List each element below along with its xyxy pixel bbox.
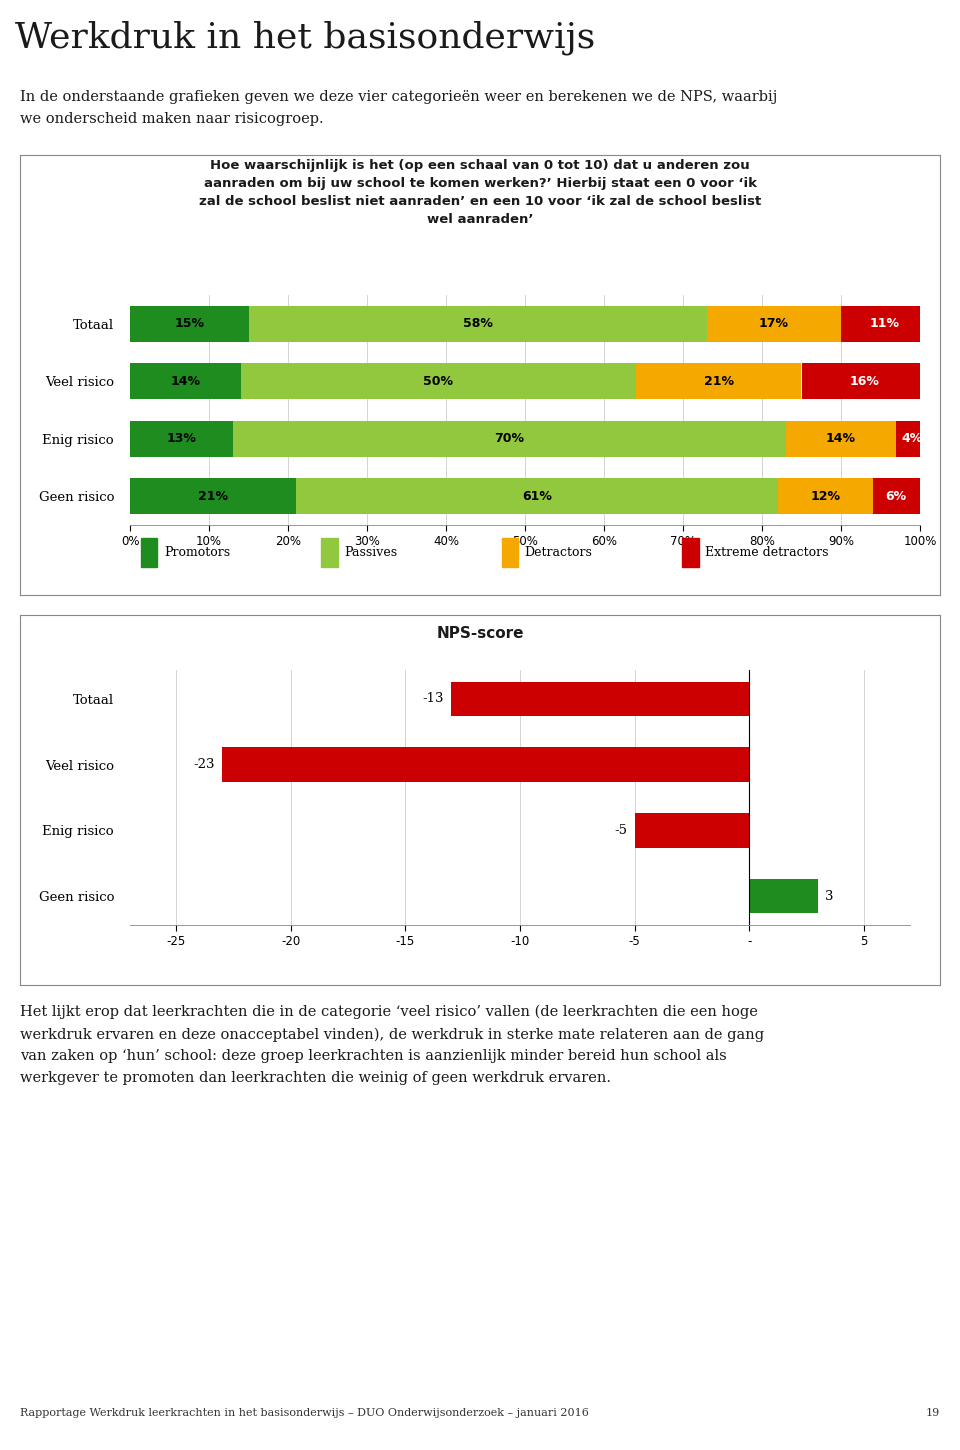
Text: 15%: 15%: [175, 318, 204, 331]
Text: 11%: 11%: [870, 318, 900, 331]
Text: 21%: 21%: [704, 374, 733, 387]
Text: NPS-score: NPS-score: [436, 626, 524, 641]
Text: 14%: 14%: [826, 432, 856, 445]
Bar: [241, 364, 636, 399]
Text: 70%: 70%: [494, 432, 524, 445]
Text: 50%: 50%: [423, 374, 453, 387]
Text: Rapportage Werkdruk leerkrachten in het basisonderwijs – DUO Onderwijsonderzoek : Rapportage Werkdruk leerkrachten in het …: [20, 1408, 588, 1418]
Text: 61%: 61%: [522, 490, 552, 503]
Bar: [635, 813, 750, 848]
Text: Onderwijsonderzoek: Onderwijsonderzoek: [809, 54, 916, 64]
Text: Het lijkt erop dat leerkrachten die in de categorie ‘veel risico’ vallen (de lee: Het lijkt erop dat leerkrachten die in d…: [20, 1005, 764, 1085]
Text: 3: 3: [825, 890, 833, 903]
Text: Hoe waarschijnlijk is het (op een schaal van 0 tot 10) dat u anderen zou
aanrade: Hoe waarschijnlijk is het (op een schaal…: [199, 160, 761, 226]
Bar: [130, 420, 232, 457]
Bar: [141, 538, 157, 567]
Bar: [232, 420, 785, 457]
Text: 21%: 21%: [198, 490, 228, 503]
Bar: [249, 306, 707, 342]
Text: 14%: 14%: [170, 374, 201, 387]
Bar: [296, 478, 778, 515]
Bar: [130, 364, 241, 399]
Text: Werkdruk in het basisonderwijs: Werkdruk in het basisonderwijs: [15, 20, 595, 55]
Bar: [707, 306, 841, 342]
Bar: [750, 879, 818, 914]
Text: In de onderstaande grafieken geven we deze vier categorieën weer en berekenen we: In de onderstaande grafieken geven we de…: [20, 90, 778, 126]
Bar: [873, 478, 920, 515]
Bar: [130, 306, 249, 342]
Bar: [778, 478, 873, 515]
Bar: [683, 538, 699, 567]
Text: -23: -23: [193, 758, 215, 771]
Bar: [841, 306, 928, 342]
Bar: [130, 478, 296, 515]
Text: Detractors: Detractors: [525, 547, 592, 560]
Text: 12%: 12%: [810, 490, 840, 503]
Bar: [897, 420, 928, 457]
Bar: [222, 747, 750, 782]
Text: Extreme detractors: Extreme detractors: [706, 547, 828, 560]
Text: Passives: Passives: [345, 547, 397, 560]
Text: Promotors: Promotors: [164, 547, 230, 560]
Bar: [785, 420, 897, 457]
Bar: [802, 364, 928, 399]
Text: 4%: 4%: [901, 432, 923, 445]
Bar: [322, 538, 338, 567]
Bar: [451, 682, 750, 716]
Text: 19: 19: [925, 1408, 940, 1418]
Text: -13: -13: [422, 692, 444, 705]
Text: 6%: 6%: [886, 490, 907, 503]
Text: 17%: 17%: [758, 318, 789, 331]
Bar: [636, 364, 802, 399]
Text: 13%: 13%: [166, 432, 196, 445]
Text: 58%: 58%: [463, 318, 492, 331]
Text: 16%: 16%: [850, 374, 879, 387]
Text: DUO: DUO: [821, 13, 904, 46]
Bar: [502, 538, 518, 567]
Text: -5: -5: [614, 824, 628, 837]
